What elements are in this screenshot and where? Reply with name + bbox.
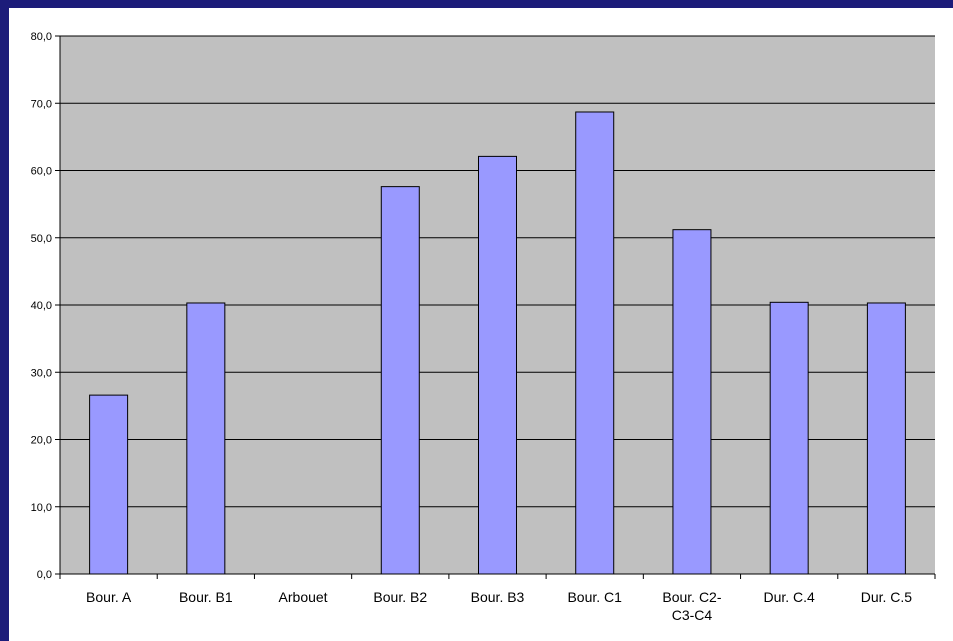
- bar: [380, 186, 420, 575]
- y-tick-label: 0,0: [37, 569, 52, 581]
- bar: [575, 111, 615, 575]
- y-tick-label: 40,0: [31, 300, 52, 312]
- x-tick-label: Bour. A: [86, 589, 132, 605]
- bar: [672, 229, 712, 575]
- y-tick-labels: 0,0 10,0 20,0 30,0 40,0 50,0 60,0 70,0 80,0: [31, 31, 60, 581]
- chart-frame: 0,0 10,0 20,0 30,0 40,0 50,0 60,0 70,0 80,0 Bour…: [9, 8, 953, 641]
- y-tick-label: 50,0: [31, 233, 52, 245]
- bar: [186, 302, 226, 575]
- x-tick-label: Bour. C2-C3-C4: [662, 589, 721, 623]
- y-tick-label: 70,0: [31, 98, 52, 110]
- bar: [478, 155, 517, 575]
- bars: [89, 111, 906, 575]
- bar: [866, 302, 906, 575]
- x-tick-label: Bour. B2: [373, 589, 427, 605]
- x-tick-label: Bour. B1: [179, 589, 233, 605]
- x-tick-label: Dur. C.4: [763, 589, 815, 605]
- y-tick-label: 20,0: [31, 435, 52, 447]
- y-tick-label: 10,0: [31, 502, 52, 514]
- y-tick-label: 30,0: [31, 367, 52, 379]
- bar-chart: 0,0 10,0 20,0 30,0 40,0 50,0 60,0 70,0 80,0 Bour…: [31, 31, 936, 623]
- y-tick-label: 60,0: [31, 166, 52, 178]
- x-tick-labels: Bour. A Bour. B1 Arbouet Bour. B2 Bour. B3 Bo…: [59, 574, 936, 623]
- bar: [769, 301, 809, 575]
- x-tick-label: Bour. C1: [567, 589, 622, 605]
- x-tick-label: Arbouet: [279, 589, 328, 605]
- bar: [89, 394, 129, 575]
- x-tick-label: Bour. B3: [471, 589, 525, 605]
- x-tick-label: Dur. C.5: [861, 589, 913, 605]
- y-tick-label: 80,0: [31, 31, 52, 43]
